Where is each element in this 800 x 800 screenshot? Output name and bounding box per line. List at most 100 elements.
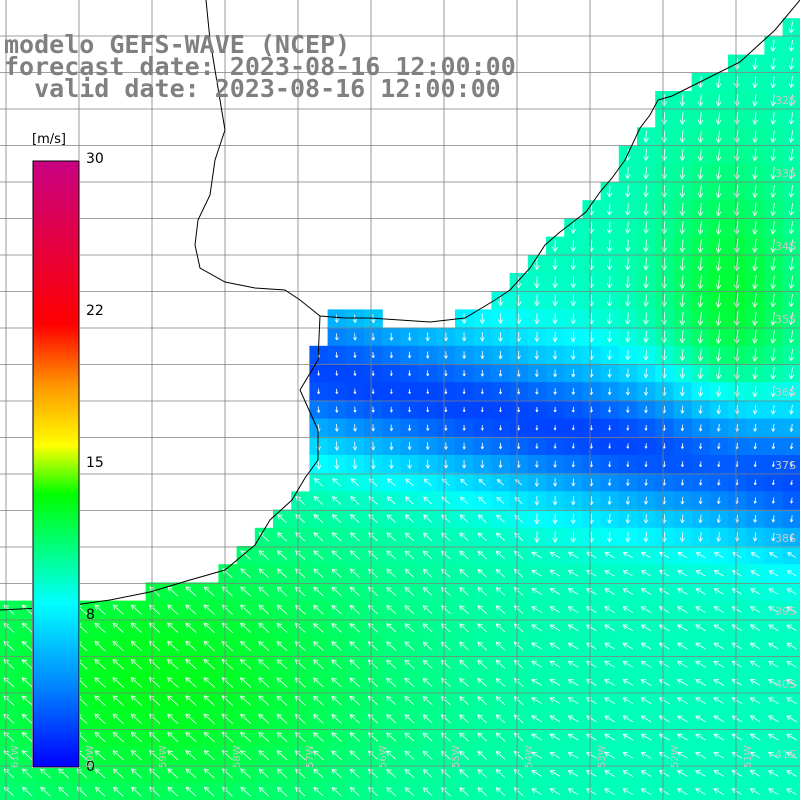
wind-arrow bbox=[677, 697, 688, 705]
wind-arrow-head bbox=[609, 283, 613, 289]
wind-arrow-head bbox=[336, 337, 339, 341]
wind-arrow bbox=[699, 94, 702, 107]
wind-arrow bbox=[586, 660, 597, 668]
wind-arrow bbox=[754, 257, 757, 271]
wind-arrow-head bbox=[386, 514, 392, 517]
wind-arrow-head bbox=[699, 537, 703, 542]
wind-arrow bbox=[754, 423, 757, 432]
wind-arrow-head bbox=[294, 677, 298, 683]
wind-arrow bbox=[732, 588, 743, 595]
wind-arrow-head bbox=[331, 787, 334, 793]
wind-arrow-head bbox=[313, 768, 316, 774]
wind-arrow-head bbox=[404, 568, 410, 571]
wind-arrow-head bbox=[663, 537, 667, 543]
wind-arrow-head bbox=[423, 605, 429, 608]
wind-arrow bbox=[368, 605, 379, 615]
wind-arrow-head bbox=[788, 283, 792, 289]
wind-arrow bbox=[768, 588, 779, 595]
wind-arrow bbox=[368, 641, 379, 651]
wind-arrow bbox=[295, 586, 306, 597]
wind-arrow-head bbox=[186, 786, 192, 789]
wind-arrow-head bbox=[531, 624, 535, 630]
wind-arrow bbox=[459, 550, 469, 560]
wind-arrow-head bbox=[295, 768, 298, 774]
wind-arrow-head bbox=[258, 714, 261, 720]
wind-arrow-head bbox=[699, 193, 704, 198]
wind-arrow-head bbox=[788, 247, 792, 253]
wind-arrow-head bbox=[459, 732, 462, 738]
wind-arrow-head bbox=[459, 769, 462, 775]
wind-arrow bbox=[222, 586, 233, 597]
wind-arrow-head bbox=[318, 409, 321, 413]
wind-arrow-head bbox=[786, 733, 790, 739]
wind-arrow bbox=[477, 641, 488, 651]
wind-arrow-head bbox=[679, 174, 683, 180]
wind-arrow-head bbox=[372, 409, 375, 413]
wind-arrow-head bbox=[480, 337, 483, 342]
wind-arrow-head bbox=[677, 642, 681, 648]
wind-arrow-head bbox=[332, 496, 338, 499]
wind-arrow-head bbox=[772, 101, 777, 107]
wind-arrow-head bbox=[334, 465, 338, 470]
wind-arrow-head bbox=[790, 83, 795, 88]
wind-arrow-head bbox=[459, 641, 462, 647]
wind-arrow-head bbox=[313, 532, 319, 535]
wind-arrow-head bbox=[313, 750, 316, 756]
wind-arrow-head bbox=[478, 479, 481, 484]
wind-arrow-head bbox=[354, 373, 357, 376]
wind-arrow bbox=[790, 21, 793, 34]
wind-arrow-head bbox=[331, 586, 334, 593]
wind-arrow bbox=[313, 641, 324, 651]
wind-arrow-head bbox=[645, 537, 649, 543]
wind-arrow-head bbox=[441, 496, 444, 502]
wind-arrow-head bbox=[786, 588, 790, 594]
wind-arrow-head bbox=[404, 732, 407, 738]
wind-arrow bbox=[604, 679, 615, 686]
wind-cell bbox=[509, 782, 529, 800]
wind-arrow-head bbox=[790, 28, 795, 34]
wind-arrow bbox=[699, 293, 702, 308]
wind-arrow-head bbox=[391, 391, 393, 394]
wind-arrow-head bbox=[681, 410, 685, 414]
wind-arrow bbox=[276, 641, 288, 652]
wind-arrow bbox=[441, 532, 451, 542]
wind-arrow bbox=[772, 348, 775, 362]
wind-arrow bbox=[313, 732, 324, 742]
wind-arrow-head bbox=[680, 500, 683, 505]
wind-arrow bbox=[659, 588, 670, 595]
wind-cell bbox=[618, 782, 638, 800]
wind-arrow-head bbox=[752, 284, 755, 290]
wind-arrow bbox=[645, 148, 647, 161]
wind-arrow-head bbox=[405, 478, 408, 484]
wind-arrow-head bbox=[3, 641, 9, 643]
wind-arrow-head bbox=[643, 537, 647, 543]
wind-arrow-head bbox=[590, 265, 595, 270]
wind-arrow-head bbox=[659, 606, 663, 612]
wind-arrow bbox=[699, 112, 702, 125]
wind-arrow-head bbox=[336, 355, 339, 358]
wind-arrow-head bbox=[570, 283, 574, 288]
wind-arrow-head bbox=[625, 210, 628, 216]
wind-arrow-head bbox=[752, 101, 755, 107]
wind-arrow-head bbox=[404, 659, 410, 662]
wind-arrow-head bbox=[663, 229, 667, 234]
wind-arrow bbox=[659, 788, 670, 796]
wind-arrow-head bbox=[754, 65, 758, 70]
wind-arrow bbox=[659, 606, 670, 614]
wind-arrow bbox=[94, 786, 106, 797]
wind-arrow-head bbox=[677, 661, 681, 666]
wind-arrow-head bbox=[496, 587, 502, 590]
wind-arrow-head bbox=[354, 446, 358, 451]
wind-arrow-head bbox=[405, 532, 411, 535]
wind-arrow-head bbox=[549, 551, 554, 557]
wind-arrow-head bbox=[368, 750, 371, 756]
wind-arrow bbox=[713, 660, 725, 668]
wind-arrow-head bbox=[695, 642, 699, 648]
wind-arrow bbox=[772, 311, 775, 326]
wind-arrow-head bbox=[754, 321, 758, 326]
wind-arrow-head bbox=[500, 391, 503, 395]
wind-arrow-head bbox=[354, 355, 357, 358]
wind-arrow bbox=[695, 624, 706, 632]
wind-arrow bbox=[659, 551, 670, 559]
wind-arrow-head bbox=[258, 568, 261, 574]
